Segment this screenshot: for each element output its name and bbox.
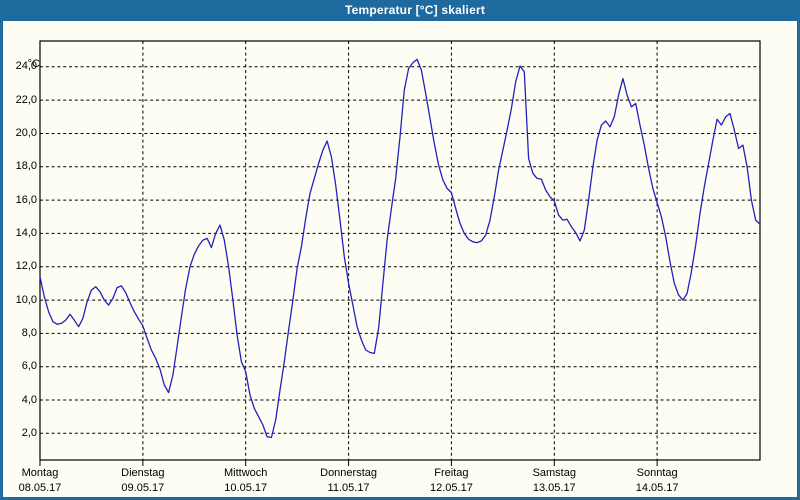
y-axis-label: 16,0 bbox=[15, 193, 37, 206]
chart-canvas: °C 24,0 22,0 20,0 18,0 16,0 14,0 12,0 10,0 8,0 6,… bbox=[3, 21, 797, 497]
y-axis-label: 18,0 bbox=[15, 160, 37, 173]
y-axis-label: 2,0 bbox=[21, 426, 37, 439]
x-axis-day-name: Dienstag bbox=[121, 467, 165, 479]
x-axis-day-name: Samstag bbox=[532, 467, 576, 479]
x-axis-day-name: Donnerstag bbox=[320, 467, 377, 479]
window-titlebar: Temperatur [°C] skaliert bbox=[0, 0, 800, 21]
x-axis-day-date: 09.05.17 bbox=[121, 482, 165, 494]
x-axis-day-date: 10.05.17 bbox=[224, 482, 268, 494]
x-axis-day-name: Freitag bbox=[434, 467, 469, 479]
y-axis-label: 6,0 bbox=[21, 360, 37, 373]
y-axis-label: 22,0 bbox=[15, 93, 37, 106]
y-axis-label: 4,0 bbox=[21, 393, 37, 406]
x-axis-day-date: 08.05.17 bbox=[18, 482, 62, 494]
y-axis-label: 14,0 bbox=[15, 226, 37, 239]
y-axis-label: 12,0 bbox=[15, 260, 37, 273]
x-axis-day-name: Mittwoch bbox=[224, 467, 268, 479]
window-title: Temperatur [°C] skaliert bbox=[344, 3, 486, 17]
y-axis-unit-label: °C bbox=[27, 58, 40, 70]
x-axis-day-date: 11.05.17 bbox=[327, 482, 370, 494]
x-axis-day-name: Sonntag bbox=[636, 467, 678, 479]
y-axis-label: 24,0 bbox=[15, 60, 37, 73]
y-axis-label: 20,0 bbox=[15, 126, 37, 139]
x-axis-day-date: 13.05.17 bbox=[532, 482, 576, 494]
x-axis-day-date: 12.05.17 bbox=[430, 482, 473, 494]
x-axis-day-name: Montag bbox=[21, 467, 59, 479]
y-axis-label: 10,0 bbox=[15, 293, 37, 306]
y-axis-label: 8,0 bbox=[21, 326, 37, 339]
x-axis-day-date: 14.05.17 bbox=[635, 482, 679, 494]
